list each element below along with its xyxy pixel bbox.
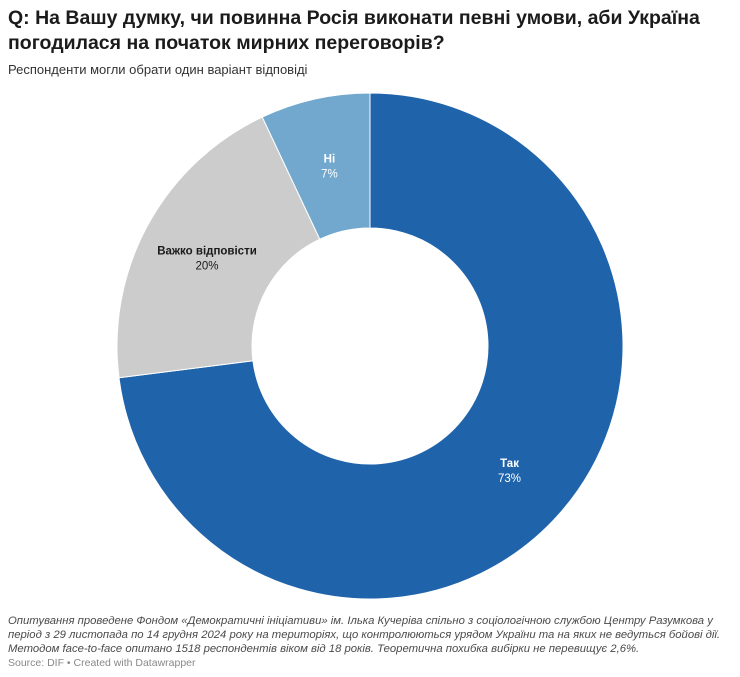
slice-category-label: Так	[500, 458, 519, 470]
donut-slice	[261, 92, 371, 240]
slice-category-label: Важко відповісти	[157, 245, 257, 257]
donut-slice	[118, 92, 624, 600]
chart-subtitle: Респонденти могли обрати один варіант ві…	[8, 62, 308, 77]
slice-value-label: 7%	[321, 168, 338, 180]
slice-value-label: 73%	[498, 473, 521, 485]
chart-notes: Опитування проведене Фондом «Демократичн…	[8, 615, 721, 655]
donut-chart: Так 73% Важко відповісти 20% Ні 7%	[116, 92, 624, 600]
slice-label: Ні 7%	[321, 153, 338, 180]
donut-slice	[116, 116, 321, 379]
chart-title: Q: На Вашу думку, чи повинна Росія викон…	[8, 7, 700, 54]
slice-label: Так 73%	[498, 458, 521, 485]
chart-source: Source: DIF • Created with Datawrapper	[8, 657, 196, 669]
slice-value-label: 20%	[195, 260, 218, 272]
slice-category-label: Ні	[324, 153, 336, 165]
slice-label: Важко відповісти 20%	[157, 245, 257, 272]
